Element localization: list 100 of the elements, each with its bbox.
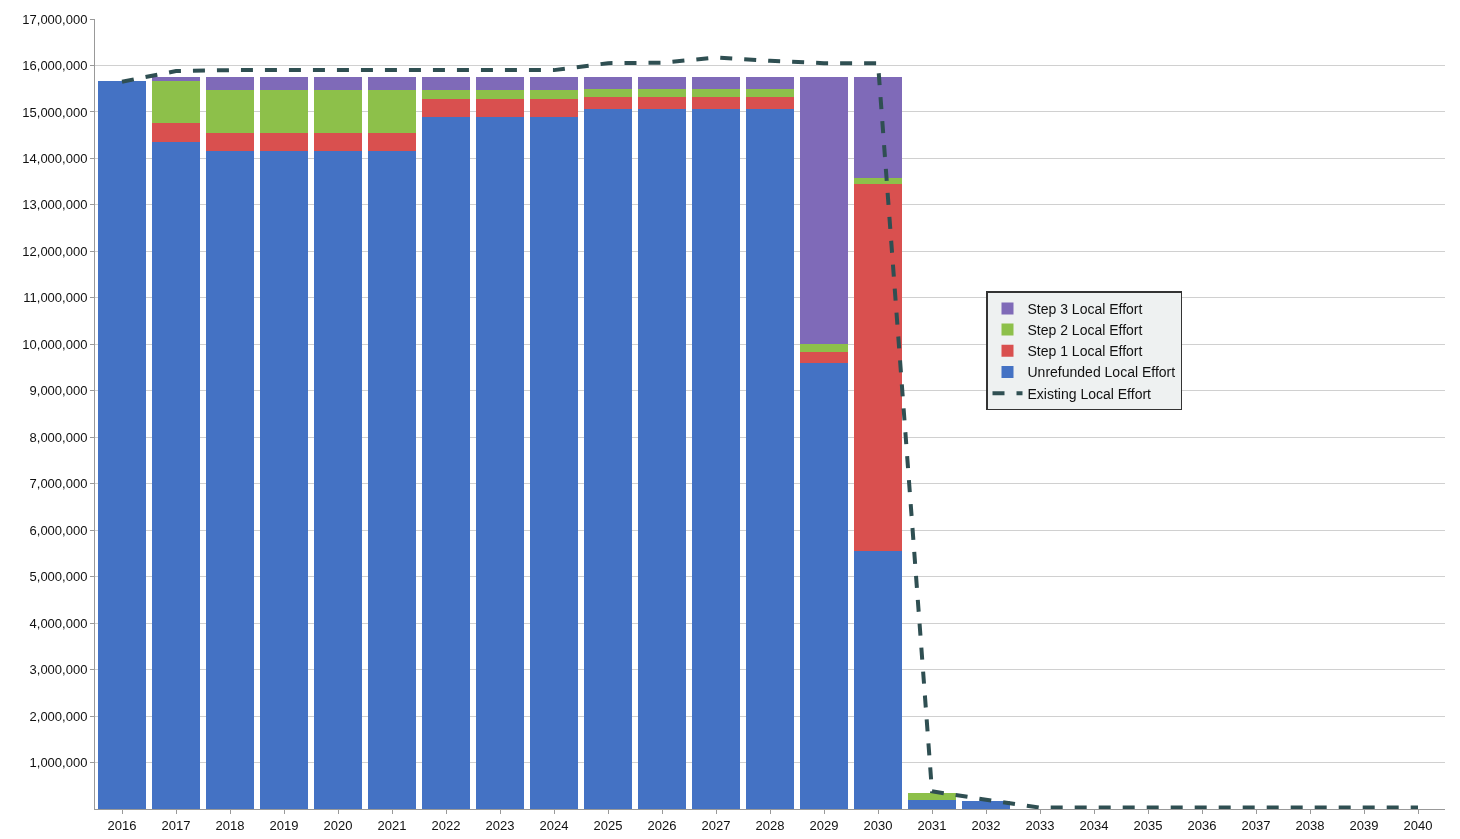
y-tick-label: 6,000,000 [29,522,88,538]
bar [530,90,578,100]
x-tick-label: 2023 [485,817,515,833]
bar [476,90,524,100]
x-tick-label: 2031 [917,817,947,833]
bar [260,90,308,133]
bar [422,77,470,91]
bar [854,77,902,178]
x-tick-label: 2029 [809,817,839,833]
x-tick-label: 2016 [107,817,137,833]
legend-label: Step 3 Local Effort [1027,300,1143,317]
bar [314,150,362,809]
y-tick-label: 4,000,000 [29,615,88,631]
x-tick-label: 2026 [647,817,677,833]
bar [530,99,578,118]
bar [746,76,794,90]
bar [422,99,470,118]
y-tick-label: 14,000,000 [22,150,88,166]
bar [152,141,200,809]
bar [206,150,254,809]
x-tick-label: 2022 [431,817,461,833]
bar [152,123,200,142]
bar [854,551,902,809]
x-tick-label: 2020 [323,817,353,833]
bar [530,117,578,809]
x-tick-label: 2037 [1241,817,1271,833]
x-tick-label: 2035 [1133,817,1163,833]
legend-label: Existing Local Effort [1027,385,1152,402]
bar [692,89,740,98]
y-tick-label: 5,000,000 [29,569,88,585]
bar [476,117,524,809]
y-tick-label: 15,000,000 [22,104,88,120]
y-tick-label: 10,000,000 [22,336,88,352]
bar [206,90,254,133]
bar [314,90,362,133]
bar [260,132,308,151]
bar [206,77,254,91]
y-tick-label: 2,000,000 [29,708,88,724]
bar [800,362,848,809]
bar [584,89,632,98]
bar [368,150,416,809]
x-tick-label: 2036 [1187,817,1217,833]
y-tick-label: 16,000,000 [22,58,88,74]
bar [368,77,416,91]
bar [98,81,146,809]
bar [800,77,848,345]
bar [692,76,740,90]
bar [908,792,956,800]
bar [476,99,524,118]
bar [638,109,686,809]
bar [368,90,416,133]
y-tick-label: 3,000,000 [29,662,88,678]
bar [638,97,686,110]
bar [692,97,740,110]
x-tick-label: 2034 [1079,817,1109,833]
x-tick-label: 2028 [755,817,785,833]
bar [152,81,200,124]
bar [692,109,740,809]
bar [584,97,632,110]
bar [206,132,254,151]
line-series [120,55,1420,809]
x-tick-label: 2039 [1349,817,1379,833]
bar [584,76,632,90]
bar [314,77,362,91]
bar [854,183,902,552]
x-tick-label: 2019 [269,817,299,833]
legend-label: Step 2 Local Effort [1027,322,1143,339]
x-tick-label: 2018 [215,817,245,833]
bar [260,77,308,91]
bar [638,89,686,98]
bar [746,89,794,98]
bar [584,109,632,809]
x-tick-label: 2025 [593,817,623,833]
y-tick-label: 13,000,000 [22,197,88,213]
x-tick-label: 2030 [863,817,893,833]
x-tick-label: 2017 [161,817,191,833]
bar [476,77,524,91]
bar [962,801,1010,809]
y-tick-label: 1,000,000 [29,755,88,771]
y-tick-label: 9,000,000 [29,383,88,399]
bar [260,150,308,809]
bar [800,352,848,363]
bar [530,77,578,91]
y-tick-label: 11,000,000 [23,290,88,306]
bar [746,97,794,110]
bar [422,117,470,809]
x-tick-label: 2033 [1025,817,1055,833]
bar [908,799,956,809]
bar [314,132,362,151]
y-tick-label: 8,000,000 [29,429,88,445]
bar [800,344,848,353]
y-tick-label: 17,000,000 [22,11,88,27]
x-tick-label: 2021 [377,817,407,833]
y-tick-label: 7,000,000 [29,476,88,492]
legend-label: Step 1 Local Effort [1027,343,1143,360]
x-tick-label: 2024 [539,817,569,833]
x-tick-label: 2040 [1403,817,1433,833]
x-tick-label: 2032 [971,817,1001,833]
bar [638,76,686,90]
x-tick-label: 2038 [1295,817,1325,833]
